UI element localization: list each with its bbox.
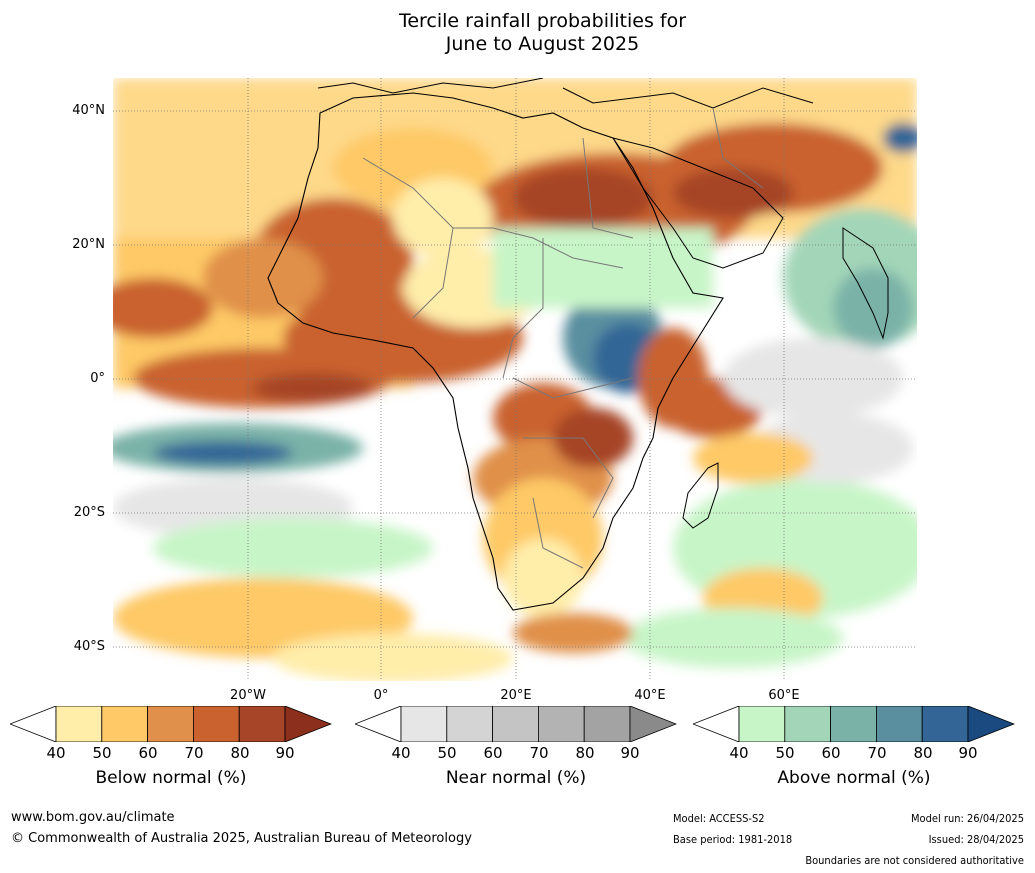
lat-label-20n: 20°N: [72, 237, 105, 252]
arabia-coastline: [611, 137, 784, 269]
colorbar-below-normal: [10, 706, 332, 742]
tick-label: 40: [391, 744, 411, 762]
title-line-1: Tercile rainfall probabilities for: [398, 10, 687, 32]
lon-label-0: 0°: [373, 688, 389, 703]
tick-label: 60: [483, 744, 503, 762]
colorbar-segment: [147, 706, 194, 742]
map-canvas: [113, 78, 917, 681]
country-borders: [362, 107, 764, 569]
colorbar-segment: [921, 706, 969, 742]
tick-label: 90: [958, 744, 978, 762]
map-title: Tercile rainfall probabilities for June …: [0, 10, 1035, 56]
lon-label-60e: 60°E: [768, 688, 800, 703]
rainfall-map: [113, 78, 917, 681]
tick-label: 50: [92, 744, 112, 762]
model-run-text: Model run: 26/04/2025: [911, 812, 1024, 825]
tick-label: 50: [437, 744, 457, 762]
lon-label-40e: 40°E: [634, 688, 666, 703]
colorbar-segment: [784, 706, 832, 742]
tick-label: 70: [184, 744, 204, 762]
tick-label: 60: [821, 744, 841, 762]
tick-label: 60: [138, 744, 158, 762]
colorbar-segment: [492, 706, 539, 742]
base-period-text: Base period: 1981-2018: [673, 833, 793, 846]
tick-label: 90: [620, 744, 640, 762]
title-line-2: June to August 2025: [445, 33, 640, 55]
colorbar-segment: [738, 706, 786, 742]
colorbar-segment: [537, 706, 585, 742]
colorbar-segment: [830, 706, 877, 742]
tick-label: 70: [529, 744, 549, 762]
probability-shading: [113, 78, 917, 681]
tick-label: 80: [575, 744, 595, 762]
colorbar-segment: [101, 706, 149, 742]
colorbar-segment: [875, 706, 923, 742]
disclaimer-text: Boundaries are not considered authoritat…: [805, 854, 1024, 867]
website-link[interactable]: www.bom.gov.au/climate: [11, 810, 175, 825]
lat-label-0: 0°: [90, 371, 105, 386]
copyright-text: © Commonwealth of Australia 2025, Austra…: [11, 831, 472, 846]
model-text: Model: ACCESS-S2: [673, 812, 765, 825]
tick-label: 40: [46, 744, 66, 762]
colorbar-segment: [238, 706, 286, 742]
africa-coastline: [267, 92, 724, 611]
tick-label: 80: [230, 744, 250, 762]
lat-label-40n: 40°N: [72, 103, 105, 118]
lat-label-40s: 40°S: [73, 639, 105, 654]
colorbar-segment: [55, 706, 103, 742]
lon-label-20e: 20°E: [500, 688, 532, 703]
colorbar-above-normal: [693, 706, 1015, 742]
colorbar-near-title: Near normal (%): [445, 768, 587, 788]
lon-label-20w: 20°W: [230, 688, 266, 703]
colorbar-below-title: Below normal (%): [95, 768, 247, 788]
colorbar-near-normal: [355, 706, 677, 742]
tick-label: 40: [729, 744, 749, 762]
tick-label: 90: [275, 744, 295, 762]
colorbar-segment: [400, 706, 448, 742]
issued-text: Issued: 28/04/2025: [928, 833, 1024, 846]
colorbar-segment: [192, 706, 240, 742]
madagascar-coastline: [682, 462, 719, 529]
tick-label: 70: [867, 744, 887, 762]
colorbar-segment: [446, 706, 494, 742]
colorbar-above-title: Above normal (%): [777, 768, 931, 788]
colorbar-segment: [583, 706, 631, 742]
india-coastline: [842, 227, 889, 340]
tick-label: 80: [913, 744, 933, 762]
europe-coastline: [317, 78, 814, 109]
tick-label: 50: [775, 744, 795, 762]
lat-label-20s: 20°S: [73, 505, 105, 520]
